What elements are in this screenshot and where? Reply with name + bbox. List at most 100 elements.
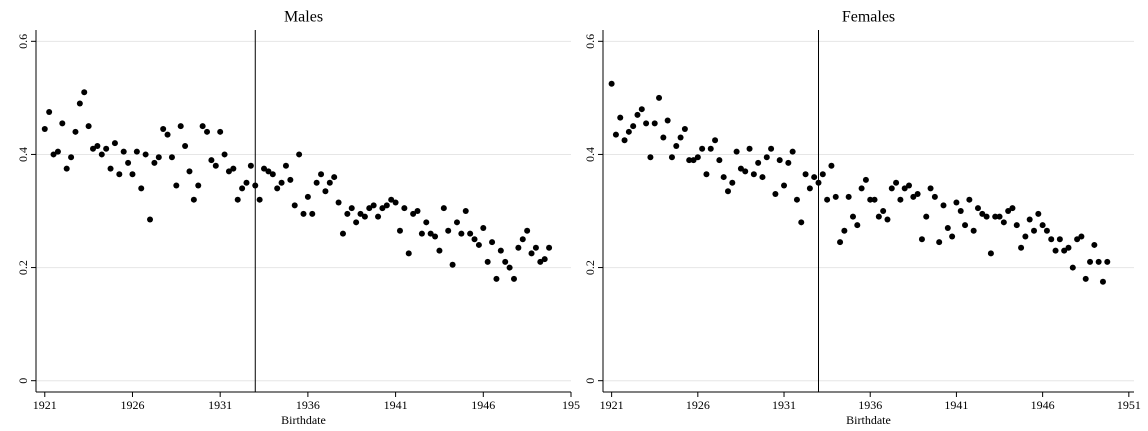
point bbox=[763, 154, 770, 161]
point bbox=[375, 213, 382, 220]
x-tick-label: 1941 bbox=[944, 398, 968, 412]
point bbox=[707, 145, 714, 152]
x-tick-label: 1946 bbox=[1031, 398, 1055, 412]
point bbox=[906, 182, 913, 189]
point bbox=[737, 165, 744, 172]
point bbox=[1018, 244, 1025, 251]
point bbox=[880, 208, 887, 214]
point bbox=[41, 125, 48, 132]
point bbox=[638, 106, 645, 113]
point bbox=[854, 222, 861, 229]
point bbox=[322, 188, 329, 195]
chart-title: Females bbox=[842, 9, 895, 26]
x-axis-label: Birthdate bbox=[846, 413, 891, 427]
point bbox=[819, 171, 826, 178]
point bbox=[546, 244, 553, 251]
point bbox=[1039, 222, 1046, 229]
point bbox=[217, 128, 224, 135]
x-tick-label: 195 bbox=[562, 398, 580, 412]
point bbox=[256, 196, 263, 203]
point bbox=[901, 185, 908, 192]
point bbox=[720, 174, 727, 181]
point bbox=[966, 196, 973, 203]
point bbox=[120, 148, 127, 155]
point bbox=[94, 142, 101, 149]
point bbox=[953, 199, 960, 206]
point bbox=[304, 193, 311, 200]
point bbox=[445, 227, 452, 234]
point bbox=[875, 213, 882, 220]
point bbox=[789, 148, 796, 155]
point bbox=[1013, 222, 1020, 229]
point bbox=[1000, 219, 1007, 226]
point bbox=[453, 219, 460, 226]
point bbox=[677, 134, 684, 141]
point bbox=[815, 179, 822, 186]
point bbox=[418, 230, 425, 237]
point bbox=[524, 227, 531, 234]
point bbox=[776, 157, 783, 164]
point bbox=[643, 120, 650, 127]
point bbox=[716, 157, 723, 164]
y-tick-label: 0.4 bbox=[16, 147, 30, 162]
x-axis-label: Birthdate bbox=[281, 413, 326, 427]
point bbox=[410, 210, 417, 217]
point bbox=[370, 202, 377, 209]
point bbox=[630, 123, 637, 130]
point bbox=[204, 128, 211, 135]
point bbox=[186, 168, 193, 175]
point bbox=[335, 199, 342, 206]
point bbox=[957, 208, 964, 214]
point bbox=[221, 151, 228, 158]
point bbox=[1091, 241, 1098, 248]
point bbox=[1022, 233, 1029, 240]
point bbox=[107, 165, 114, 172]
point bbox=[85, 123, 92, 130]
point bbox=[806, 185, 813, 192]
point bbox=[440, 205, 447, 212]
point bbox=[357, 210, 364, 217]
point bbox=[414, 208, 421, 214]
point bbox=[793, 196, 800, 203]
point bbox=[910, 193, 917, 200]
point bbox=[471, 236, 478, 243]
point bbox=[190, 196, 197, 203]
point bbox=[608, 80, 615, 87]
point bbox=[269, 171, 276, 178]
point bbox=[987, 250, 994, 257]
point bbox=[733, 148, 740, 155]
point bbox=[300, 210, 307, 217]
point bbox=[703, 171, 710, 178]
point bbox=[344, 210, 351, 217]
x-tick-label: 1936 bbox=[858, 398, 882, 412]
point bbox=[656, 94, 663, 101]
point bbox=[772, 191, 779, 198]
point bbox=[893, 179, 900, 186]
point bbox=[1026, 216, 1033, 223]
y-tick-label: 0.6 bbox=[583, 34, 597, 49]
point bbox=[1104, 258, 1111, 265]
point bbox=[296, 151, 303, 158]
point bbox=[528, 250, 535, 257]
point bbox=[798, 219, 805, 226]
point bbox=[103, 145, 110, 152]
point bbox=[361, 213, 368, 220]
point bbox=[621, 137, 628, 144]
point bbox=[212, 162, 219, 169]
point bbox=[125, 159, 132, 166]
point bbox=[1087, 258, 1094, 265]
point bbox=[353, 219, 360, 226]
point bbox=[845, 193, 852, 200]
point bbox=[287, 176, 294, 183]
point bbox=[318, 171, 325, 178]
point bbox=[1078, 233, 1085, 240]
point bbox=[515, 244, 522, 251]
point bbox=[313, 179, 320, 186]
point bbox=[142, 151, 149, 158]
point bbox=[46, 109, 53, 116]
point bbox=[90, 145, 97, 152]
point bbox=[59, 120, 66, 127]
point bbox=[510, 275, 517, 282]
point bbox=[532, 244, 539, 251]
point bbox=[1005, 208, 1012, 214]
